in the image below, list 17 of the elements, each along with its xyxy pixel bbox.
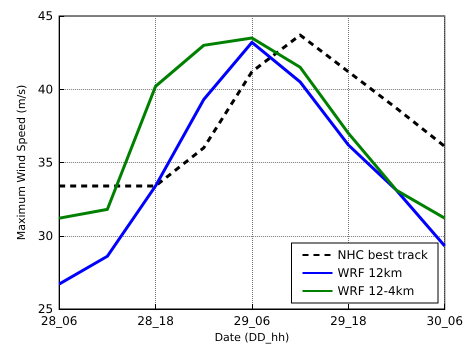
- legend-label: WRF 12-4km: [337, 284, 414, 298]
- x-tick-label: 28_18: [137, 314, 174, 328]
- y-axis-title: Maximum Wind Speed (m/s): [15, 84, 28, 240]
- line-series: [58, 36, 446, 220]
- x-tick-label: 30_06: [426, 314, 464, 328]
- x-tick-label: 28_06: [40, 314, 78, 328]
- y-tick-label: 40: [38, 82, 54, 96]
- legend-label: WRF 12km: [337, 266, 402, 280]
- y-tick-label: 35: [38, 156, 54, 170]
- y-tick-label: 30: [38, 228, 54, 243]
- x-tick-label: 29_06: [234, 314, 270, 328]
- line-series: [58, 40, 446, 286]
- x-tick-label: 29_18: [330, 314, 367, 328]
- legend-label: NHC best track: [337, 248, 428, 262]
- x-axis-title: Date (DD_hh): [214, 330, 290, 344]
- y-tick-label: 45: [38, 9, 54, 23]
- y-tick-label: 25: [38, 302, 54, 316]
